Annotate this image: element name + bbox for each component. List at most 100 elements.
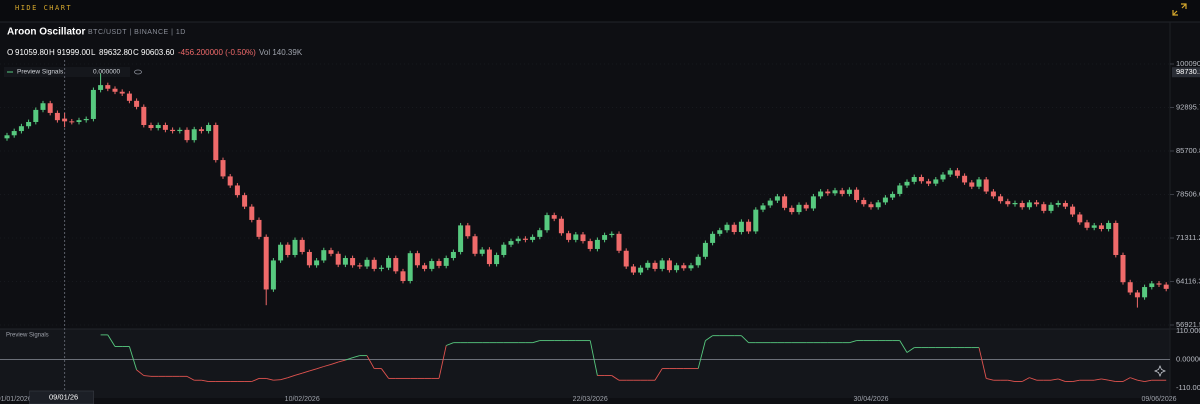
candle-body bbox=[782, 196, 788, 208]
candle-body bbox=[1120, 254, 1126, 283]
candle-body bbox=[1077, 214, 1083, 223]
indicator-segment bbox=[1108, 379, 1116, 382]
candle-body bbox=[170, 129, 176, 132]
ohlc-label: H bbox=[49, 48, 55, 57]
candle-body bbox=[1098, 225, 1104, 229]
candle-body bbox=[83, 118, 89, 121]
indicator-tick-label: -110.0000 bbox=[1176, 383, 1200, 392]
candle-body bbox=[112, 88, 118, 92]
candle-body bbox=[789, 207, 795, 213]
candle-body bbox=[314, 260, 320, 266]
indicator-segment bbox=[1029, 377, 1037, 381]
y-tick-label: 71311.22 bbox=[1176, 233, 1200, 242]
indicator-segment bbox=[294, 372, 303, 376]
hide-chart-button[interactable]: HIDE CHART bbox=[15, 4, 72, 12]
candle-body bbox=[868, 204, 874, 208]
candle-body bbox=[76, 120, 82, 122]
ohlc-value: 90603.60 bbox=[141, 48, 175, 57]
indicator-segment bbox=[136, 369, 145, 376]
y-tick-label: 85700.88 bbox=[1176, 146, 1200, 155]
x-tick-label: 30/04/2026 bbox=[853, 396, 888, 403]
indicator-segment bbox=[107, 334, 116, 347]
indicator-segment bbox=[352, 355, 360, 359]
indicator-segment bbox=[532, 340, 540, 344]
candle-body bbox=[1106, 222, 1112, 229]
indicator-segment bbox=[978, 347, 987, 379]
x-tick-label: 22/03/2026 bbox=[573, 396, 608, 403]
candle-body bbox=[1055, 203, 1061, 205]
candle-body bbox=[400, 271, 406, 281]
candle-body bbox=[184, 129, 190, 141]
candle-body bbox=[177, 129, 183, 132]
expand-icon[interactable] bbox=[1172, 3, 1187, 16]
candle-body bbox=[1019, 203, 1025, 208]
indicator-segment bbox=[1101, 378, 1109, 381]
candle-body bbox=[616, 233, 622, 251]
candle-body bbox=[98, 85, 104, 90]
candle-body bbox=[501, 244, 507, 255]
candle-body bbox=[479, 249, 485, 254]
candle-body bbox=[378, 267, 384, 269]
price-marker-label: 98730.1 bbox=[1176, 67, 1200, 76]
candle-body bbox=[422, 265, 428, 269]
candle-body bbox=[1048, 204, 1054, 211]
candle-body bbox=[609, 233, 615, 236]
indicator-segment bbox=[345, 357, 353, 361]
settings-icon[interactable] bbox=[1153, 364, 1167, 378]
indicator-segment bbox=[186, 375, 195, 381]
indicator-segment bbox=[1050, 378, 1059, 381]
candle-body bbox=[738, 221, 744, 233]
candle-body bbox=[839, 190, 845, 194]
visibility-icon[interactable] bbox=[134, 69, 142, 75]
candle-body bbox=[191, 129, 197, 141]
indicator-segment bbox=[338, 359, 346, 363]
candle-body bbox=[890, 193, 896, 198]
indicator-segment bbox=[251, 378, 260, 382]
candle-body bbox=[386, 258, 392, 268]
candle-body bbox=[335, 253, 341, 265]
candle-body bbox=[566, 233, 572, 240]
candle-body bbox=[69, 121, 75, 123]
candle-body bbox=[645, 262, 651, 268]
candle-body bbox=[458, 225, 464, 252]
indicator-segment bbox=[589, 340, 598, 376]
candle-body bbox=[256, 219, 262, 237]
indicator-segment bbox=[1122, 377, 1131, 382]
candle-body bbox=[328, 250, 334, 254]
indicator-segment bbox=[849, 340, 857, 344]
candle-body bbox=[90, 89, 96, 119]
y-tick-label: 78506.05 bbox=[1176, 189, 1200, 198]
change: -456.200000 (-0.50%) bbox=[178, 48, 256, 57]
candle-body bbox=[515, 238, 521, 242]
candle-body bbox=[1134, 292, 1140, 298]
candle-body bbox=[393, 258, 399, 272]
candle-body bbox=[674, 265, 680, 271]
x-tick-label: 09/06/2026 bbox=[1141, 396, 1176, 403]
candle-body bbox=[846, 189, 852, 194]
candle-body bbox=[1149, 283, 1155, 288]
candle-body bbox=[371, 259, 377, 269]
candle-body bbox=[242, 195, 248, 207]
candle-body bbox=[249, 206, 255, 220]
indicator-segment bbox=[446, 342, 454, 346]
candle-body bbox=[472, 236, 478, 254]
candle-body bbox=[292, 239, 298, 255]
candle-body bbox=[407, 253, 413, 281]
candle-body bbox=[47, 103, 53, 113]
indicator-segment bbox=[309, 368, 317, 372]
candle-body bbox=[724, 224, 730, 231]
candle-body bbox=[630, 266, 636, 273]
ohlc-label: O bbox=[7, 48, 13, 57]
candle-body bbox=[1005, 201, 1011, 205]
candle-body bbox=[702, 242, 708, 257]
candle-body bbox=[947, 170, 953, 175]
candle-body bbox=[206, 125, 212, 132]
candle-body bbox=[573, 234, 579, 240]
candle-body bbox=[105, 85, 111, 89]
candle-body bbox=[580, 234, 586, 242]
candle-body bbox=[436, 261, 442, 266]
candle-body bbox=[1113, 222, 1119, 255]
indicator-segment bbox=[1007, 379, 1016, 382]
candle-body bbox=[710, 233, 716, 243]
